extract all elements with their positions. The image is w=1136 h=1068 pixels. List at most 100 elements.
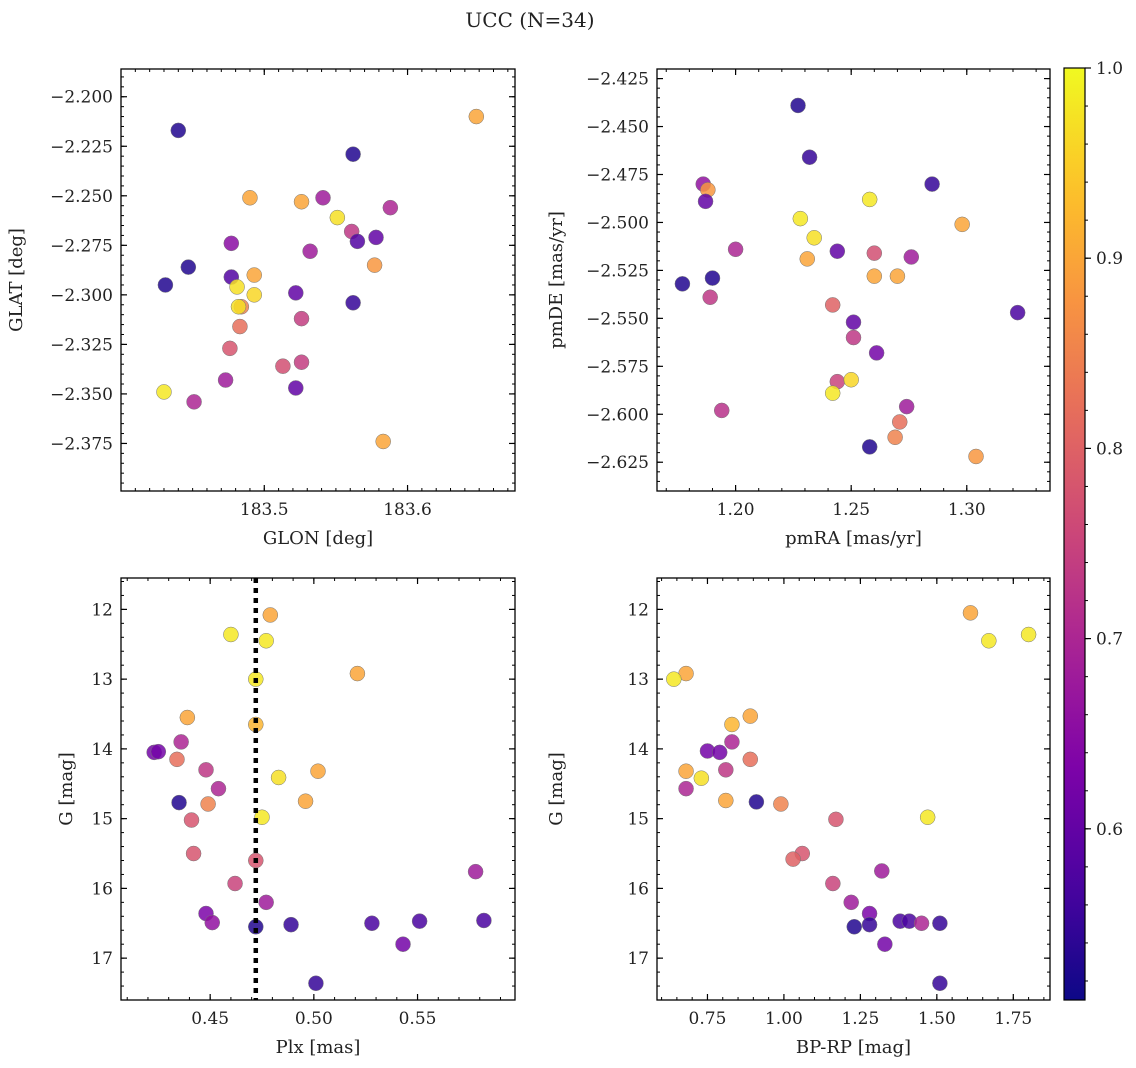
data-point [262, 607, 279, 623]
data-point [843, 371, 859, 388]
data-point [874, 863, 890, 879]
data-point [156, 384, 172, 400]
y-axis-label: pmDE [mas/yr] [546, 211, 567, 349]
data-point [345, 146, 361, 162]
data-point [288, 285, 304, 301]
x-axis-label: Plx [mas] [276, 1037, 361, 1058]
minor-ticks [121, 578, 515, 1001]
data-point [170, 122, 187, 139]
figure-title: UCC (N=34) [465, 8, 594, 32]
y-tick-label: 16 [627, 879, 649, 899]
y-tick-label: −2.200 [50, 88, 113, 108]
data-point [258, 894, 274, 911]
y-tick-label: 13 [91, 670, 113, 690]
data-point [186, 394, 202, 410]
data-point [364, 915, 380, 932]
data-point [254, 809, 270, 825]
panel-glon-glat: 183.5 183.6 −2.200 −2.225 −2.250 −2.275 −2.300… [6, 68, 516, 549]
data-point [861, 191, 878, 208]
data-point [229, 279, 245, 295]
data-point [968, 448, 984, 465]
data-point [742, 708, 759, 724]
y-tick-label: 15 [91, 810, 113, 830]
data-point [861, 916, 878, 933]
data-point [227, 875, 243, 892]
data-point [297, 793, 314, 809]
data-point [293, 354, 310, 370]
data-points [666, 605, 1037, 992]
data-point [368, 229, 384, 246]
data-point [829, 243, 846, 259]
data-point [713, 402, 730, 419]
data-point [718, 792, 734, 809]
x-tick-label: 0.75 [689, 1009, 727, 1029]
data-point [742, 751, 759, 768]
data-point [866, 245, 883, 261]
colorbar-gradient [1064, 68, 1085, 1000]
data-point [866, 268, 883, 284]
data-point [924, 176, 940, 192]
data-point [476, 912, 492, 929]
data-point [204, 914, 220, 931]
x-tick-label: 0.45 [191, 1009, 229, 1029]
x-tick-label: 1.75 [994, 1009, 1032, 1029]
data-point [801, 149, 818, 165]
data-point [913, 915, 930, 932]
y-tick-label: 12 [627, 600, 649, 620]
data-point [702, 289, 718, 306]
data-points [674, 97, 1026, 465]
data-point [727, 241, 744, 258]
data-point [180, 259, 197, 275]
data-point [258, 633, 274, 649]
panel-cmd: 0.75 1.00 1.25 1.50 1.75 12 13 14 15 16 17 BP-RP [m… [546, 577, 1051, 1058]
y-tick-label: −2.250 [50, 187, 113, 207]
y-tick-label: −2.350 [50, 385, 113, 405]
data-point [806, 230, 822, 246]
data-point [345, 295, 361, 311]
data-point [799, 251, 816, 267]
x-tick-label: 1.50 [918, 1009, 956, 1029]
x-tick-label: 1.20 [717, 500, 755, 520]
data-point [310, 763, 326, 779]
data-point [845, 314, 862, 330]
data-point [349, 233, 366, 250]
data-point [954, 216, 970, 233]
data-point [293, 310, 310, 327]
data-point [843, 894, 859, 911]
data-point [846, 919, 863, 935]
colorbar-tick-label: 0.6 [1096, 820, 1123, 840]
data-point [889, 268, 906, 284]
data-point [1009, 304, 1026, 321]
panel-plx-g: 0.45 0.50 0.55 12 13 14 15 16 17 Plx [mas] G [mag] [56, 577, 516, 1058]
data-point [693, 770, 710, 786]
axes-frame [120, 577, 516, 1001]
y-tick-label: 14 [91, 740, 113, 760]
data-point [275, 358, 291, 374]
colorbar-tick-label: 0.8 [1096, 439, 1123, 459]
data-point [246, 267, 262, 283]
y-tick-label: 12 [91, 600, 113, 620]
y-tick-label: 17 [627, 949, 649, 969]
colorbar-tick-label: 0.7 [1096, 630, 1123, 650]
y-tick-label: −2.600 [586, 405, 649, 425]
data-point [828, 811, 844, 828]
data-point [919, 809, 936, 825]
y-tick-label: −2.475 [586, 166, 649, 186]
data-point [349, 665, 366, 682]
y-tick-label: −2.450 [586, 118, 649, 138]
data-point [288, 380, 304, 396]
data-point [270, 769, 287, 786]
data-point [157, 277, 174, 293]
data-point [242, 190, 258, 206]
data-point [773, 796, 789, 812]
data-point [724, 716, 740, 733]
data-point [824, 385, 841, 401]
data-point [246, 287, 262, 303]
y-tick-label: −2.225 [50, 137, 113, 157]
data-point [302, 243, 318, 260]
data-point [173, 734, 189, 750]
data-point [898, 398, 915, 415]
x-tick-label: 1.25 [832, 500, 870, 520]
data-point [704, 270, 721, 286]
x-tick-label: 183.6 [383, 500, 432, 520]
